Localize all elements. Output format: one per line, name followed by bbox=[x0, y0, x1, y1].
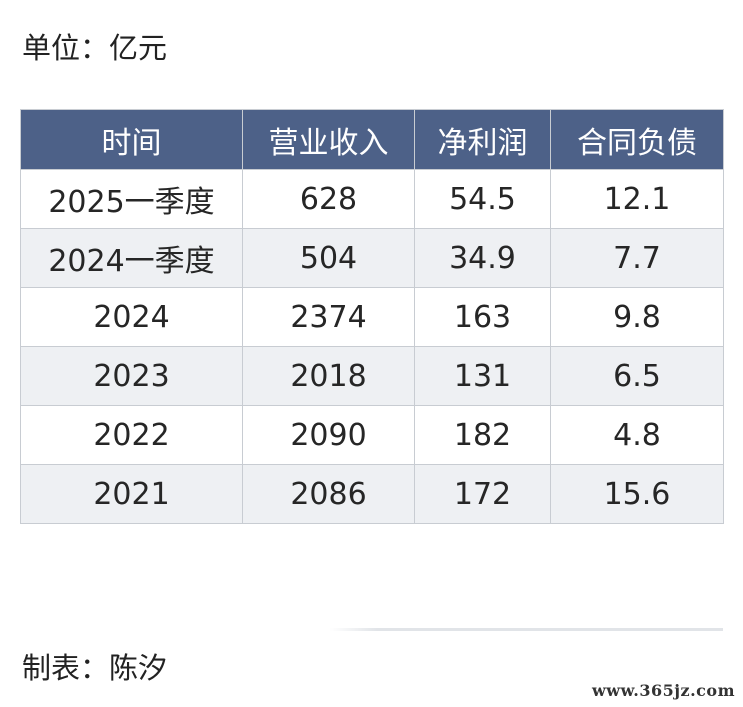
cell-net-profit: 54.5 bbox=[414, 169, 551, 229]
cell-time: 2024一季度 bbox=[20, 228, 243, 288]
cell-time: 2021 bbox=[20, 464, 243, 524]
cell-time: 2023 bbox=[20, 346, 243, 406]
author-label: 制表：陈汐 bbox=[22, 651, 168, 685]
cell-net-profit: 163 bbox=[414, 287, 551, 347]
table-row: 2024 2374 163 9.8 bbox=[20, 287, 724, 347]
cell-contract-liabilities: 4.8 bbox=[550, 405, 724, 465]
cell-revenue: 2090 bbox=[242, 405, 415, 465]
cell-revenue: 2018 bbox=[242, 346, 415, 406]
table-header-row: 时间 营业收入 净利润 合同负债 bbox=[20, 109, 724, 170]
header-revenue: 营业收入 bbox=[242, 109, 415, 170]
cell-net-profit: 34.9 bbox=[414, 228, 551, 288]
unit-label: 单位：亿元 bbox=[22, 31, 168, 65]
table-row: 2025一季度 628 54.5 12.1 bbox=[20, 169, 724, 229]
cell-net-profit: 172 bbox=[414, 464, 551, 524]
table-row: 2022 2090 182 4.8 bbox=[20, 405, 724, 465]
header-contract-liabilities: 合同负债 bbox=[550, 109, 724, 170]
cell-time: 2024 bbox=[20, 287, 243, 347]
cell-revenue: 2374 bbox=[242, 287, 415, 347]
cell-contract-liabilities: 7.7 bbox=[550, 228, 724, 288]
cell-revenue: 628 bbox=[242, 169, 415, 229]
financial-table: 时间 营业收入 净利润 合同负债 2025一季度 628 54.5 12.1 2… bbox=[20, 109, 724, 524]
cell-contract-liabilities: 9.8 bbox=[550, 287, 724, 347]
cell-revenue: 2086 bbox=[242, 464, 415, 524]
cell-net-profit: 131 bbox=[414, 346, 551, 406]
header-time: 时间 bbox=[20, 109, 243, 170]
cell-net-profit: 182 bbox=[414, 405, 551, 465]
table-row: 2021 2086 172 15.6 bbox=[20, 464, 724, 524]
table-row: 2023 2018 131 6.5 bbox=[20, 346, 724, 406]
cell-contract-liabilities: 15.6 bbox=[550, 464, 724, 524]
footer-divider bbox=[330, 628, 723, 631]
cell-contract-liabilities: 12.1 bbox=[550, 169, 724, 229]
cell-time: 2022 bbox=[20, 405, 243, 465]
cell-time: 2025一季度 bbox=[20, 169, 243, 229]
watermark: www.365jz.com bbox=[592, 681, 735, 700]
cell-contract-liabilities: 6.5 bbox=[550, 346, 724, 406]
table-row: 2024一季度 504 34.9 7.7 bbox=[20, 228, 724, 288]
cell-revenue: 504 bbox=[242, 228, 415, 288]
header-net-profit: 净利润 bbox=[414, 109, 551, 170]
